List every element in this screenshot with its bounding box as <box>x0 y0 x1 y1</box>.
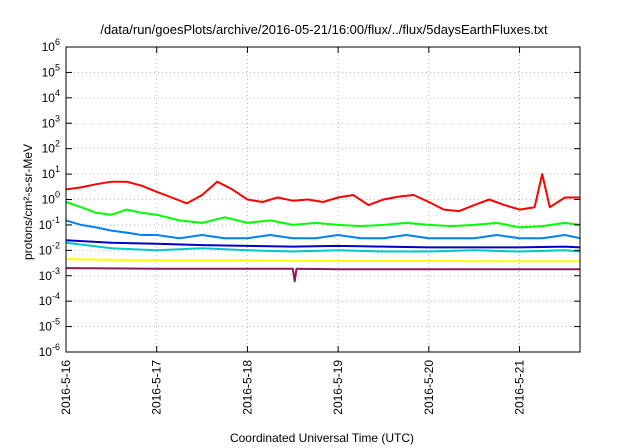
series-line-7 <box>65 267 580 283</box>
y-tick-label: 10-2 <box>39 240 60 257</box>
x-tick-label: 2016-5-18 <box>240 360 254 415</box>
x-tick-label: 2016-5-21 <box>513 360 527 415</box>
y-tick-label: 10-1 <box>39 215 60 232</box>
x-tick-label: 2016-5-17 <box>150 360 164 415</box>
chart-title: /data/run/goesPlots/archive/2016-05-21/1… <box>100 22 548 37</box>
x-axis-ticks: 2016-5-16 2016-5-17 2016-5-18 2016-5-19 2016… <box>59 47 527 415</box>
y-tick-label: 101 <box>42 164 60 181</box>
x-tick-label: 2016-5-19 <box>331 360 345 415</box>
y-tick-label: 105 <box>42 62 60 79</box>
x-axis-label: Coordinated Universal Time (UTC) <box>230 431 414 445</box>
series-line-6 <box>65 258 580 263</box>
y-tick-label: 10-6 <box>39 342 60 359</box>
series-line-1 <box>65 173 580 213</box>
y-axis-ticks: 10-6 10-5 10-4 10-3 10-2 10-1 100 101 102 103 104 1… <box>39 37 580 359</box>
series-lines <box>65 173 581 283</box>
series-line-3 <box>65 219 581 240</box>
y-tick-label: 103 <box>42 113 60 130</box>
y-tick-label: 10-3 <box>39 266 60 283</box>
y-tick-label: 104 <box>42 88 60 105</box>
x-tick-label: 2016-5-16 <box>59 360 73 415</box>
series-line-5 <box>65 239 581 249</box>
y-axis-label: protons/cm²-s-sr-MeV <box>21 144 35 260</box>
series-line-2 <box>65 201 581 229</box>
y-tick-label: 102 <box>42 139 60 156</box>
y-tick-label: 100 <box>42 190 60 207</box>
series-line-4 <box>65 241 581 253</box>
x-tick-label: 2016-5-20 <box>422 360 436 415</box>
grid <box>66 47 580 352</box>
y-tick-label: 10-4 <box>39 291 60 308</box>
y-tick-label: 10-5 <box>39 317 60 334</box>
y-tick-label: 106 <box>42 37 60 54</box>
